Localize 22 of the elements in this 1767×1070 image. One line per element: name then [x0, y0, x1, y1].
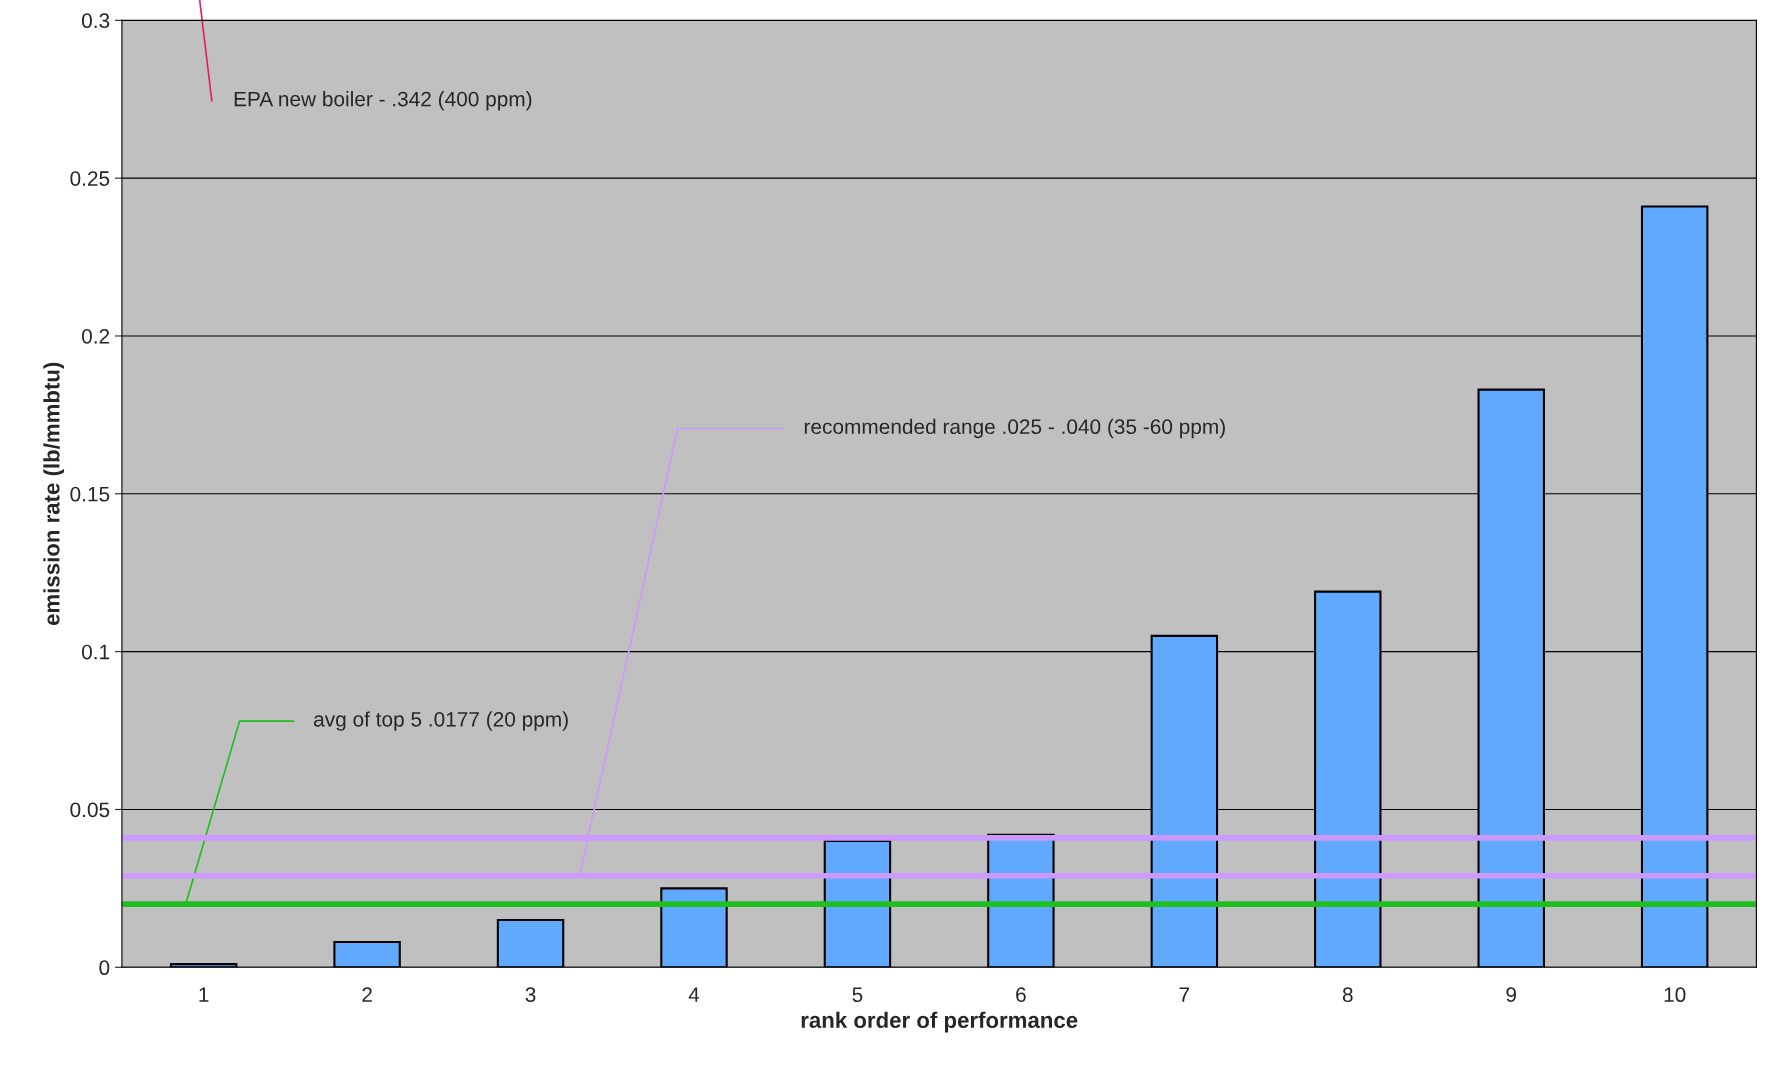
annotation: EPA new boiler - .342 (400 ppm): [234, 91, 532, 111]
x-tick-label: 9: [1506, 987, 1517, 1003]
x-tick-label: 3: [525, 987, 536, 1003]
x-tick-label: 7: [1179, 987, 1190, 1002]
y-tick-label: 0.3: [81, 13, 110, 29]
y-tick-label: 0.15: [70, 486, 110, 502]
y-tick-label: 0: [99, 960, 110, 976]
x-tick-label: 8: [1342, 987, 1353, 1003]
y-tick-label: 0.25: [70, 171, 110, 186]
x-tick-label: 1: [199, 987, 209, 1002]
y-tick-label: 0.2: [81, 328, 110, 344]
ref-line-label: recommended range .025 - .040 (35 -60 ppm): [804, 418, 1225, 439]
x-axis-title: rank order of performance: [801, 1011, 1078, 1033]
y-tick-label: 0.1: [81, 644, 110, 660]
x-tick-label: 5: [852, 987, 863, 1003]
x-tick-label: 10: [1664, 987, 1686, 1003]
ref-line-label: avg of top 5 .0177 (20 ppm): [314, 711, 568, 731]
x-tick-label: 2: [362, 987, 372, 1002]
y-tick-label: 0.05: [70, 802, 110, 818]
x-tick-label: 4: [688, 987, 700, 1002]
x-tick-label: 6: [1016, 987, 1026, 1003]
y-axis-title: emission rate (lb/mmbtu): [43, 362, 65, 626]
